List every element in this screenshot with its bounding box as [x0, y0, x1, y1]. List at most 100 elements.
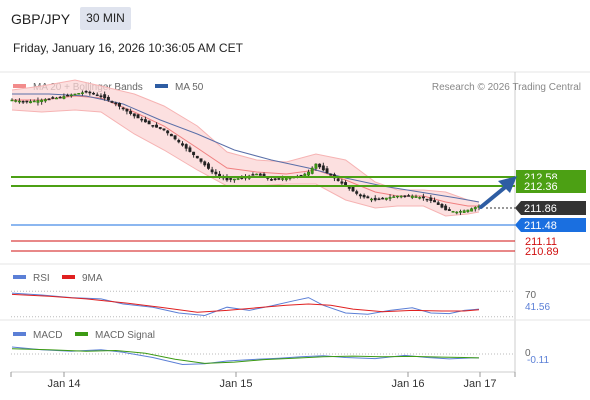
macd-signal-line — [11, 348, 480, 364]
candle-body — [88, 91, 92, 94]
candle-body — [147, 120, 151, 125]
x-tick-label: Jan 17 — [463, 378, 496, 390]
candle-body — [318, 163, 322, 168]
candle-body — [192, 151, 196, 156]
candle-body — [125, 108, 129, 112]
candle-body — [258, 173, 262, 176]
candle-body — [462, 210, 466, 213]
legend-swatch — [13, 84, 26, 88]
candle-body — [43, 99, 47, 102]
legend-label: 9MA — [82, 273, 103, 284]
bollinger-upper-line — [11, 79, 480, 203]
support-label: 211.11 — [525, 236, 557, 248]
candle-body — [284, 177, 288, 181]
legend-swatch — [13, 332, 26, 336]
candle-body — [136, 114, 140, 119]
candle-body — [277, 178, 281, 180]
candle-body — [203, 161, 207, 166]
candle-body — [158, 127, 162, 129]
candle-body — [77, 93, 81, 95]
candle-body — [403, 195, 407, 198]
candle-body — [229, 178, 233, 180]
candle-body — [206, 163, 210, 169]
candle-body — [329, 173, 333, 176]
macd-zero-label: 0 — [525, 348, 531, 359]
candle-body — [184, 144, 188, 149]
candle-body — [92, 92, 95, 95]
candle-body — [195, 155, 199, 159]
candle-body — [162, 128, 166, 131]
candle-body — [388, 197, 392, 199]
candle-body — [17, 100, 21, 103]
macd-line — [11, 346, 479, 366]
candle-body — [410, 195, 414, 198]
candle-body — [351, 186, 355, 192]
ma20-line — [12, 95, 479, 207]
candle-body — [143, 119, 147, 123]
candle-body — [118, 102, 121, 107]
candle-body — [95, 94, 99, 97]
rsi-70-label: 70 — [525, 290, 537, 301]
candle-body — [325, 168, 329, 173]
resistance-label: 212.36 — [524, 181, 558, 193]
candle-body — [155, 124, 158, 128]
candle-body — [273, 178, 277, 180]
candle-body — [429, 197, 433, 201]
legend-label: MACD Signal — [95, 330, 155, 341]
rsi-line — [11, 292, 480, 317]
candle-body — [251, 174, 255, 176]
candle-body — [358, 194, 362, 197]
candle-body — [188, 147, 192, 152]
candle-body — [132, 113, 136, 117]
candle-body — [169, 133, 173, 137]
candle-body — [32, 100, 36, 103]
legend-label: MA 50 — [175, 82, 204, 93]
candle-body — [69, 94, 73, 97]
ma50-line — [12, 93, 480, 203]
candle-body — [121, 107, 125, 110]
candle-body — [459, 211, 462, 213]
candle-body — [173, 135, 177, 140]
legend-label: RSI — [33, 273, 50, 284]
candle-body — [384, 197, 388, 200]
candle-body — [62, 96, 66, 99]
candle-body — [140, 118, 144, 121]
candle-body — [381, 197, 385, 200]
candle-body — [425, 198, 429, 201]
candle-body — [307, 171, 310, 176]
candle-body — [451, 211, 455, 213]
candle-body — [236, 178, 240, 180]
pair-symbol: GBP/JPY — [11, 11, 71, 27]
timeframe-badge[interactable]: 30 MIN — [80, 7, 131, 30]
x-tick-label: Jan 15 — [219, 378, 252, 390]
legend-swatch — [155, 84, 168, 88]
candle-body — [199, 158, 203, 162]
candle-body — [321, 165, 325, 171]
candle-body — [129, 111, 133, 114]
resistance-tag — [516, 179, 586, 193]
candle-body — [14, 100, 18, 102]
candle-body — [269, 179, 273, 181]
report-datetime: Friday, January 16, 2026 10:36:05 AM CET — [13, 41, 243, 55]
candle-body — [218, 173, 222, 177]
candle-body — [151, 125, 155, 127]
candle-body — [340, 181, 344, 184]
support-label: 210.89 — [525, 246, 559, 258]
candle-body — [447, 209, 451, 211]
candle-body — [177, 140, 181, 143]
pivot-label: 211.48 — [524, 220, 557, 232]
candle-body — [166, 130, 170, 134]
candle-body — [29, 101, 32, 104]
candle-body — [466, 209, 470, 213]
rsi-value-label: 41.56 — [525, 302, 550, 313]
candle-body — [373, 197, 377, 201]
legend-swatch — [13, 275, 26, 279]
forecast-arrow-shaft — [479, 182, 511, 209]
forecast-arrow-head — [498, 176, 517, 193]
current-price-label: 211.86 — [524, 203, 557, 215]
candle-body — [84, 90, 88, 93]
candle-body — [470, 208, 474, 212]
candle-body — [370, 198, 373, 201]
candle-body — [310, 167, 314, 174]
